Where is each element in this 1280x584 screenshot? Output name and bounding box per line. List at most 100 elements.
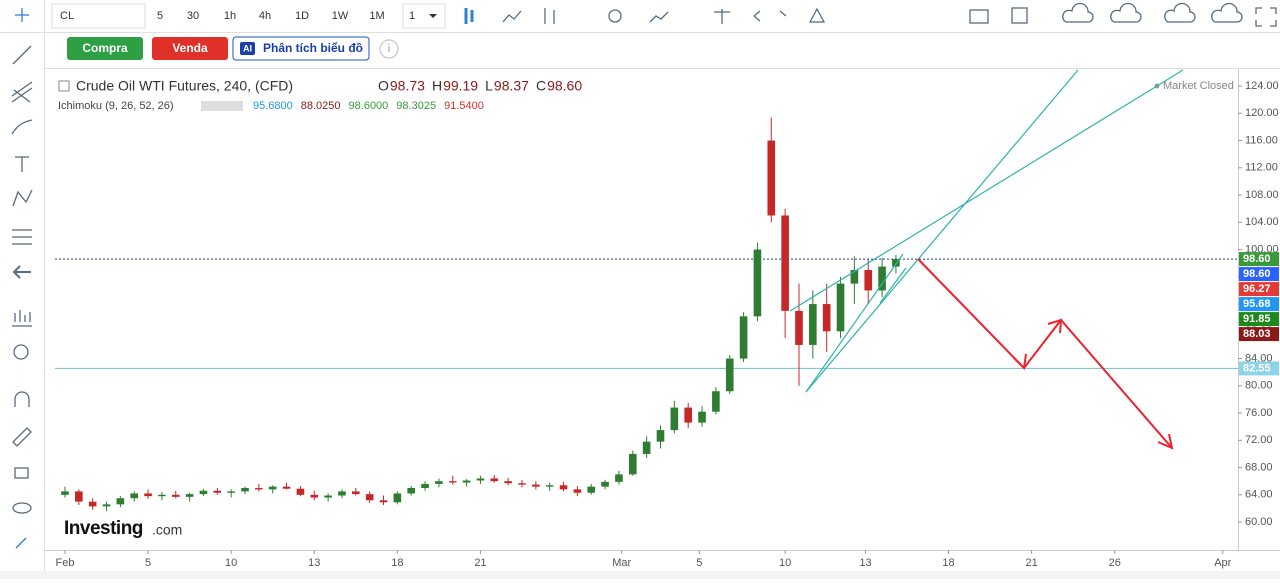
candle-body bbox=[504, 481, 512, 484]
interval-group: 5 30 1h 4h 1D 1W 1M bbox=[157, 10, 385, 22]
sell-label: Venda bbox=[172, 41, 208, 55]
price-badge-label: 96.27 bbox=[1243, 283, 1271, 295]
line-style[interactable] bbox=[502, 10, 522, 23]
logo-suffix: .com bbox=[152, 522, 182, 538]
link-tool[interactable] bbox=[15, 537, 27, 549]
y-tick-label: 68.00 bbox=[1245, 461, 1273, 473]
layout[interactable] bbox=[1011, 7, 1028, 24]
price-badge-label: 91.85 bbox=[1243, 313, 1271, 325]
x-tick-label: 13 bbox=[308, 557, 320, 569]
collapse-toggle[interactable] bbox=[58, 80, 70, 92]
y-tick-label: 76.00 bbox=[1245, 407, 1273, 419]
symbol-input[interactable] bbox=[51, 3, 146, 29]
candle-body bbox=[393, 493, 402, 503]
back-tool[interactable] bbox=[12, 265, 31, 279]
load-cloud[interactable] bbox=[1062, 2, 1094, 23]
load-cloud-2[interactable] bbox=[1164, 2, 1196, 23]
plot: 60.0064.0068.0072.0076.0080.0084.0088.00… bbox=[55, 80, 1279, 569]
candle-body bbox=[379, 500, 388, 503]
x-tick-label: 21 bbox=[1026, 557, 1038, 569]
sell-button[interactable] bbox=[152, 37, 228, 60]
interval[interactable]: 4h bbox=[259, 10, 271, 22]
market-status: Market Closed bbox=[1163, 80, 1234, 92]
fib-tool[interactable] bbox=[11, 81, 33, 103]
candle-body bbox=[185, 494, 194, 497]
save-cloud-2[interactable] bbox=[1211, 2, 1243, 23]
candle-body bbox=[102, 504, 111, 507]
crosshair-tool[interactable] bbox=[15, 8, 29, 22]
magnet-tool[interactable] bbox=[14, 391, 30, 407]
price-badge-label: 95.68 bbox=[1243, 298, 1271, 310]
candle-body bbox=[75, 491, 83, 502]
x-tick-label: 21 bbox=[474, 557, 486, 569]
buy-button[interactable] bbox=[67, 37, 143, 60]
candle-body bbox=[213, 490, 222, 493]
bar-style[interactable] bbox=[544, 8, 555, 24]
candle-body bbox=[448, 481, 457, 483]
indicators[interactable] bbox=[649, 11, 669, 23]
info-glyph: i bbox=[388, 43, 390, 55]
zoom-tool[interactable] bbox=[13, 344, 29, 360]
price-badge-label: 98.60 bbox=[1243, 253, 1271, 265]
bottom-bar bbox=[0, 571, 1280, 579]
candle-style[interactable] bbox=[464, 8, 474, 24]
candle-body bbox=[88, 501, 97, 507]
indicator-tool[interactable] bbox=[12, 310, 32, 327]
ohlc-value: 98.73 bbox=[390, 78, 425, 94]
measure-tool[interactable] bbox=[12, 229, 32, 245]
lock-draw-tool[interactable] bbox=[12, 427, 32, 447]
visibility-tool[interactable] bbox=[12, 502, 32, 514]
indicator-value: 98.3025 bbox=[396, 100, 436, 112]
interval[interactable]: 30 bbox=[187, 10, 199, 22]
interval[interactable]: 1h bbox=[224, 10, 236, 22]
save-cloud[interactable] bbox=[1110, 2, 1142, 23]
interval[interactable]: 1W bbox=[332, 10, 349, 22]
drawing-tools bbox=[11, 8, 33, 549]
ohlc-value: 98.60 bbox=[547, 78, 582, 94]
brush-tool[interactable] bbox=[11, 119, 33, 135]
ohlc-label: L bbox=[485, 78, 493, 94]
y-tick-label: 72.00 bbox=[1245, 434, 1273, 446]
x-tick-label: 18 bbox=[942, 557, 954, 569]
trendline bbox=[805, 253, 904, 393]
multiplier-select[interactable] bbox=[402, 3, 446, 29]
trendline-tool[interactable] bbox=[12, 45, 32, 65]
pattern-tool[interactable] bbox=[12, 189, 33, 207]
trendline bbox=[879, 267, 907, 304]
candle-body bbox=[822, 304, 831, 332]
interval[interactable]: 1M bbox=[369, 10, 384, 22]
candle-body bbox=[615, 474, 623, 482]
trendline bbox=[805, 69, 1079, 393]
alert[interactable] bbox=[808, 7, 826, 23]
screenshot[interactable] bbox=[969, 9, 989, 24]
x-tick-label: 10 bbox=[779, 557, 791, 569]
symbol: CL bbox=[60, 10, 74, 22]
x-tick-label: 26 bbox=[1109, 557, 1121, 569]
price-badge-label: 98.60 bbox=[1243, 268, 1271, 280]
candle-body bbox=[199, 490, 208, 495]
text-tool[interactable] bbox=[15, 156, 29, 172]
interval[interactable]: 1D bbox=[295, 10, 309, 22]
analysis-button[interactable] bbox=[232, 36, 370, 61]
compare[interactable] bbox=[714, 9, 730, 24]
price-badge bbox=[1239, 267, 1279, 282]
candle-body bbox=[795, 310, 803, 345]
undo-redo[interactable] bbox=[753, 10, 787, 22]
indicator-controls[interactable] bbox=[201, 101, 243, 111]
fullscreen[interactable] bbox=[1255, 7, 1277, 27]
ohlc-value: 99.19 bbox=[443, 78, 478, 94]
candle-body bbox=[338, 491, 346, 496]
info-icon[interactable] bbox=[379, 39, 399, 59]
candle-body bbox=[628, 453, 637, 475]
x-tick-label: 18 bbox=[391, 557, 403, 569]
candle-body bbox=[407, 488, 416, 494]
interval[interactable]: 5 bbox=[157, 10, 163, 22]
candle-body bbox=[712, 391, 720, 412]
settings[interactable] bbox=[608, 9, 622, 23]
y-tick-label: 120.00 bbox=[1245, 107, 1279, 119]
candle-body bbox=[476, 478, 485, 481]
lock-tool[interactable] bbox=[14, 467, 29, 479]
